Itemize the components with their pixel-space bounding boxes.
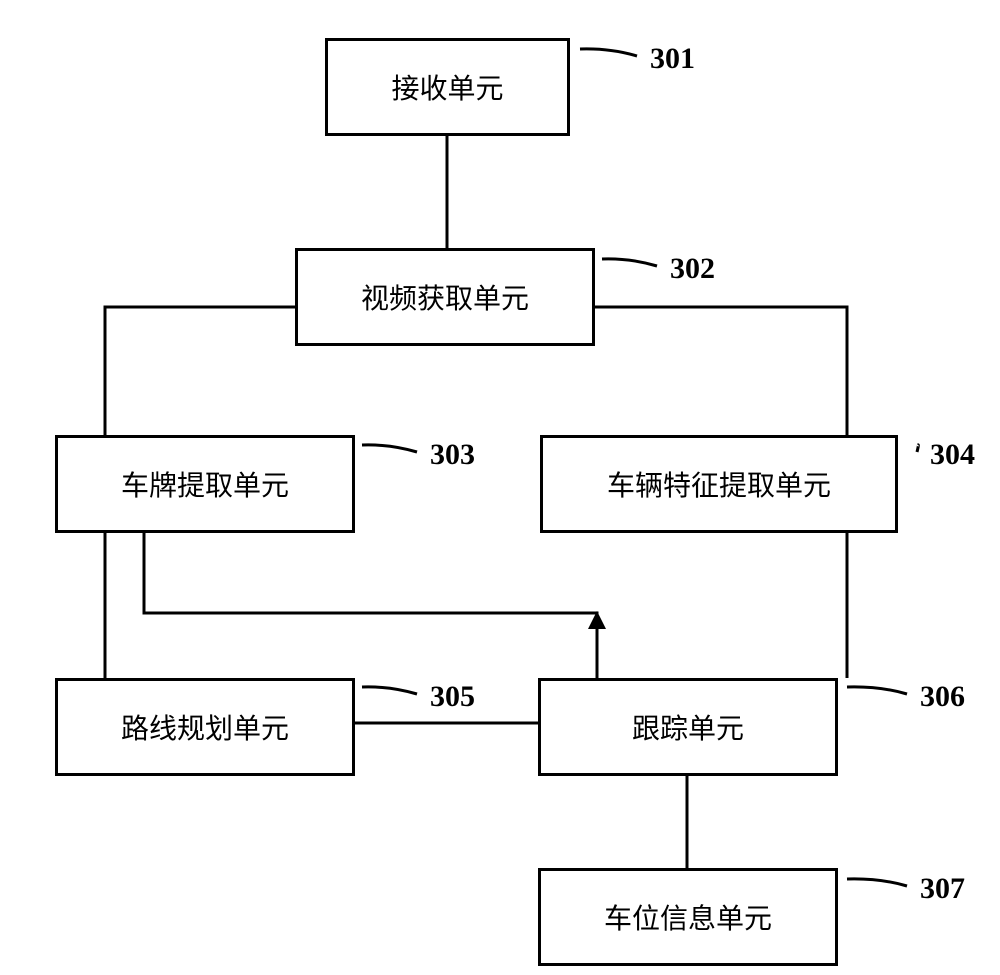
node-vehicle-feature-extract-unit: 车辆特征提取单元	[540, 435, 898, 533]
annot-text: 302	[670, 252, 715, 285]
annot-text: 307	[920, 872, 965, 905]
node-label: 跟踪单元	[632, 707, 744, 747]
annot-304: 304	[930, 438, 975, 472]
annot-303: 303	[430, 438, 475, 472]
annot-text: 305	[430, 680, 475, 713]
node-label: 车牌提取单元	[121, 464, 289, 504]
annot-307: 307	[920, 872, 965, 906]
node-route-plan-unit: 路线规划单元	[55, 678, 355, 776]
node-plate-extract-unit: 车牌提取单元	[55, 435, 355, 533]
annot-302: 302	[670, 252, 715, 286]
annot-text: 301	[650, 42, 695, 75]
annot-306: 306	[920, 680, 965, 714]
node-label: 接收单元	[391, 67, 503, 107]
annot-301: 301	[650, 42, 695, 76]
node-label: 路线规划单元	[121, 707, 289, 747]
node-receive-unit: 接收单元	[325, 38, 570, 136]
node-label: 车辆特征提取单元	[607, 464, 831, 504]
node-video-acquire-unit: 视频获取单元	[295, 248, 595, 346]
node-label: 车位信息单元	[604, 897, 772, 937]
node-tracking-unit: 跟踪单元	[538, 678, 838, 776]
node-parking-info-unit: 车位信息单元	[538, 868, 838, 966]
annot-305: 305	[430, 680, 475, 714]
annot-text: 304	[930, 438, 975, 471]
annot-text: 303	[430, 438, 475, 471]
annot-text: 306	[920, 680, 965, 713]
node-label: 视频获取单元	[361, 277, 529, 317]
